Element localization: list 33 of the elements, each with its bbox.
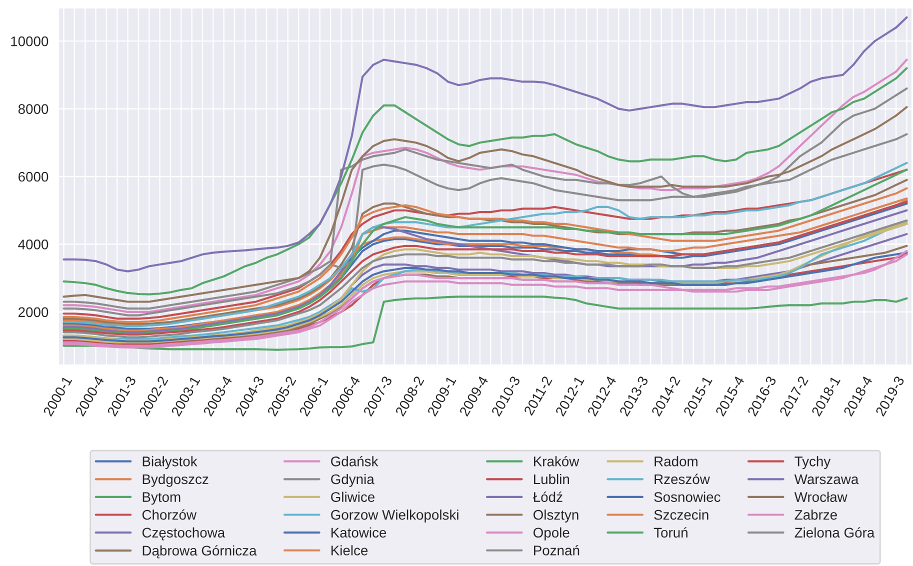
legend-label: Toruń: [654, 527, 688, 538]
y-tick-label: 10000: [11, 36, 48, 46]
y-tick-label: 8000: [18, 104, 48, 114]
legend-label: Zabrze: [794, 510, 837, 520]
legend-label: Kraków: [534, 456, 580, 466]
legend-label: Bytom: [142, 492, 180, 505]
legend-label: Gliwice: [331, 492, 374, 502]
legend-label: Dąbrowa Górnicza: [142, 545, 257, 558]
legend-label: Tychy: [794, 456, 831, 470]
legend-label: Gorzow Wielkopolski: [331, 510, 458, 523]
legend-label: Sosnowiec: [654, 492, 720, 502]
y-tick-label: 4000: [18, 240, 48, 250]
legend-label: Szczecin: [654, 510, 708, 520]
legend-label: Chorzów: [142, 509, 197, 520]
legend-label: Białystok: [142, 456, 198, 470]
legend-label: Zielona Góra: [794, 527, 875, 538]
legend-label: Wrocław: [794, 492, 848, 502]
legend-label: Bydgoszcz: [142, 474, 208, 487]
legend-label: Łódź: [532, 492, 562, 502]
legend-label: Gdańsk: [331, 456, 378, 466]
y-tick-label: 6000: [18, 172, 48, 182]
legend-label: Warszawa: [794, 474, 859, 484]
legend-label: Katowice: [331, 527, 386, 538]
legend-label: Częstochowa: [142, 527, 226, 540]
legend-label: Rzeszów: [654, 474, 710, 484]
y-tick-label: 2000: [18, 307, 48, 318]
legend-label: Poznań: [534, 545, 580, 556]
legend-label: Opole: [534, 527, 570, 540]
legend-label: Olsztyn: [534, 510, 578, 523]
legend-label: Lublin: [534, 474, 570, 484]
legend-label: Gdynia: [331, 474, 374, 487]
legend-label: Radom: [654, 456, 698, 466]
legend-label: Kielce: [331, 545, 368, 556]
